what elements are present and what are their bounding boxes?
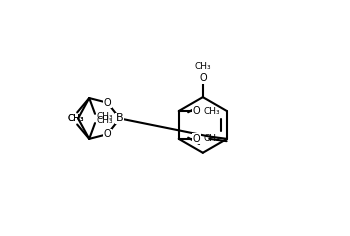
- Text: CH₃: CH₃: [68, 114, 84, 123]
- Text: CH₃: CH₃: [96, 112, 113, 121]
- Text: B: B: [116, 114, 124, 123]
- Text: CH₃: CH₃: [203, 106, 220, 116]
- Text: O: O: [193, 134, 201, 144]
- Text: CH₃: CH₃: [195, 62, 211, 71]
- Text: CH₃: CH₃: [68, 114, 84, 123]
- Text: CH₃: CH₃: [96, 116, 113, 125]
- Text: O: O: [193, 106, 201, 116]
- Text: O: O: [104, 129, 111, 139]
- Text: O: O: [104, 98, 111, 108]
- Text: CH₃: CH₃: [203, 134, 220, 143]
- Text: O: O: [199, 73, 206, 83]
